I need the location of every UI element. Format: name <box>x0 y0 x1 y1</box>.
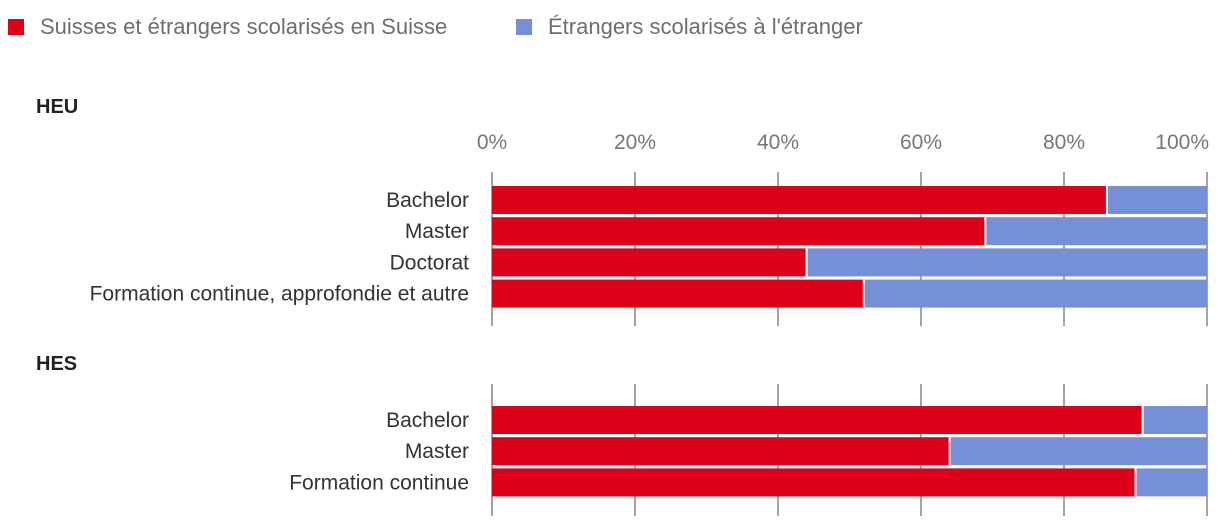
x-tick-label: 40% <box>757 131 799 154</box>
legend: Suisses et étrangers scolarisés en Suiss… <box>8 14 863 39</box>
legend-label-suisses: Suisses et étrangers scolarisés en Suiss… <box>40 14 447 39</box>
legend-label-etrangers: Étrangers scolarisés à l'étranger <box>548 14 863 39</box>
panel-title-heu: HEU <box>36 96 78 118</box>
category-label: Doctorat <box>390 251 470 274</box>
category-label: Master <box>405 440 469 463</box>
bar-segment[interactable] <box>492 279 864 308</box>
bar-segment[interactable] <box>492 248 807 277</box>
bar-segment[interactable] <box>492 406 1143 434</box>
panel-title-hes: HES <box>36 353 77 375</box>
x-tick-label: 60% <box>900 131 942 154</box>
bar-segment[interactable] <box>492 437 950 466</box>
bar-segment[interactable] <box>1142 406 1207 434</box>
category-label: Master <box>405 220 469 243</box>
bar-segment[interactable] <box>806 248 1207 277</box>
bar-segment[interactable] <box>985 217 1207 246</box>
bar-segment[interactable] <box>492 217 986 246</box>
category-label: Formation continue <box>289 471 469 494</box>
x-tick-label: 80% <box>1043 131 1085 154</box>
legend-swatch-etrangers <box>516 19 532 35</box>
bar-segment[interactable] <box>492 186 1107 214</box>
category-label: Formation continue, approfondie et autre <box>90 283 469 306</box>
legend-item-suisses[interactable]: Suisses et étrangers scolarisés en Suiss… <box>8 14 447 39</box>
category-label: Bachelor <box>386 409 469 432</box>
bar-segment[interactable] <box>949 437 1207 466</box>
bar-segment[interactable] <box>1106 186 1207 214</box>
bar-segment[interactable] <box>863 279 1207 308</box>
x-tick-label: 0% <box>477 131 507 154</box>
legend-item-etrangers[interactable]: Étrangers scolarisés à l'étranger <box>516 14 863 39</box>
panel-hes: Bachelor Master Formation continue <box>289 384 1208 516</box>
panel-heu: 0% 20% 40% 60% 80% 100% Bachelor Master Doctorat… <box>90 131 1209 326</box>
bar-segment[interactable] <box>1135 468 1208 497</box>
category-label: Bachelor <box>386 189 469 212</box>
legend-swatch-suisses <box>8 19 24 35</box>
x-tick-label: 20% <box>614 131 656 154</box>
x-tick-label: 100% <box>1155 131 1209 154</box>
bar-segment[interactable] <box>492 468 1136 497</box>
